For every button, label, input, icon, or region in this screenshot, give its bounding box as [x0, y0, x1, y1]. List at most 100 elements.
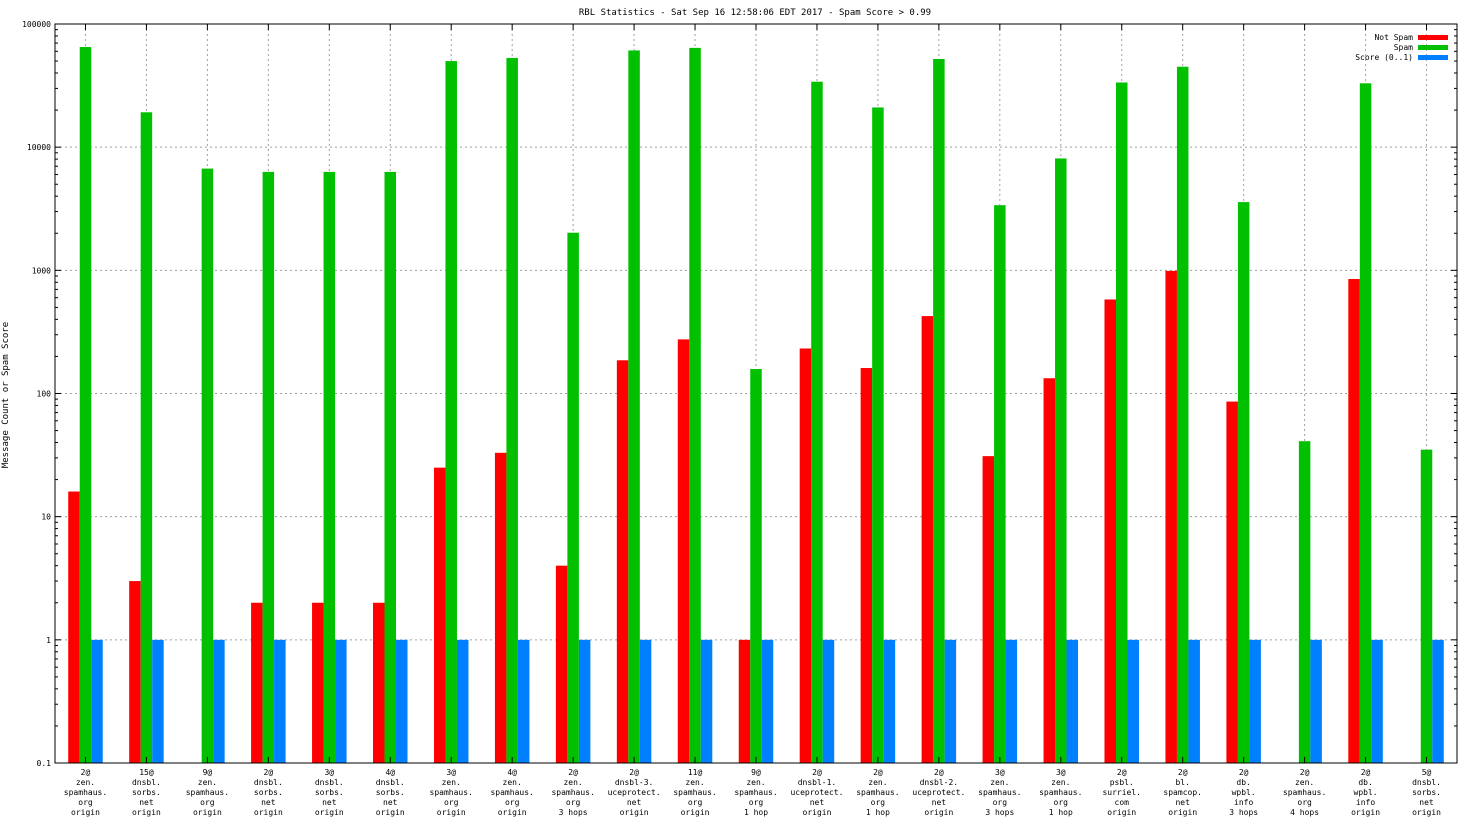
- x-tick-label-line: zen.: [1295, 778, 1314, 787]
- x-tick-label-line: org: [505, 798, 520, 807]
- x-tick-label-line: uceprotect.: [912, 788, 965, 797]
- x-tick-label-line: spamhaus.: [856, 788, 899, 797]
- bar-score-0-1: [1005, 639, 1018, 763]
- bar-score-0-1: [822, 639, 835, 763]
- bar-spam: [750, 369, 762, 763]
- x-tick-label-line: wpbl.: [1354, 788, 1378, 797]
- bar-score-0-1: [396, 639, 408, 763]
- bar-not-spam: [373, 602, 385, 763]
- bar-spam: [201, 168, 214, 764]
- x-tick-label-line: sorbs.: [254, 788, 283, 797]
- x-tick-label-line: 11@: [688, 768, 703, 777]
- x-tick-label-line: origin: [1168, 808, 1197, 817]
- x-tick-label-line: uceprotect.: [608, 788, 661, 797]
- y-tick-label: 10000: [27, 143, 51, 152]
- x-tick-label-line: 2@: [1178, 768, 1188, 777]
- legend-swatch: [1418, 35, 1448, 40]
- x-tick-label-line: spamhaus.: [1039, 788, 1082, 797]
- x-tick-label-line: 5@: [1422, 768, 1432, 777]
- x-tick-label-line: 3@: [324, 768, 334, 777]
- x-tick-label-line: 2@: [568, 768, 578, 777]
- x-tick-label-line: origin: [1107, 808, 1136, 817]
- x-tick-label-line: spamhaus.: [673, 788, 716, 797]
- x-tick-label-line: dnsbl-1.: [798, 778, 837, 787]
- x-tick-label-line: 2@: [264, 768, 274, 777]
- y-tick-label: 100: [37, 390, 52, 399]
- bar-not-spam: [251, 602, 263, 763]
- x-tick-label-line: net: [1419, 798, 1434, 807]
- bar-spam: [384, 171, 397, 763]
- bar-spam: [567, 232, 579, 763]
- x-tick-label-line: sorbs.: [376, 788, 405, 797]
- bars-layer: [68, 47, 1444, 764]
- x-tick-label-line: 2@: [873, 768, 883, 777]
- bar-score-0-1: [1066, 639, 1079, 763]
- x-tick-label-line: zen.: [442, 778, 461, 787]
- x-tick-label-line: org: [566, 798, 581, 807]
- plot-frame: [54, 23, 1458, 764]
- x-tick-label-line: sorbs.: [315, 788, 344, 797]
- bar-score-0-1: [274, 639, 286, 763]
- x-tick-label-line: 2@: [629, 768, 639, 777]
- bar-not-spam: [982, 456, 995, 763]
- x-tick-label-line: spamhaus.: [186, 788, 229, 797]
- x-tick-label-line: zen.: [76, 778, 95, 787]
- bar-score-0-1: [1432, 639, 1444, 763]
- x-tick-label-line: dnsbl.: [254, 778, 283, 787]
- bar-score-0-1: [335, 639, 347, 763]
- bar-not-spam: [1165, 270, 1177, 763]
- x-tick-label-line: origin: [376, 808, 405, 817]
- y-tick-label: 100000: [22, 20, 51, 29]
- bar-spam: [933, 58, 945, 763]
- x-tick-label-line: origin: [681, 808, 710, 817]
- bar-spam: [506, 57, 518, 763]
- x-tick-label-line: zen.: [563, 778, 582, 787]
- bar-not-spam: [677, 339, 690, 763]
- x-tick-label-line: origin: [193, 808, 222, 817]
- x-tick-label-line: psbl.: [1110, 778, 1134, 787]
- x-tick-label-line: 3@: [1056, 768, 1066, 777]
- legend-swatch: [1418, 55, 1448, 60]
- x-tick-label-line: spamhaus.: [490, 788, 533, 797]
- x-tick-label-line: 2@: [1300, 768, 1310, 777]
- x-tick-label-line: org: [200, 798, 215, 807]
- x-tick-label-line: origin: [315, 808, 344, 817]
- x-tick-label-line: 1 hop: [1049, 808, 1073, 817]
- x-tick-label-line: net: [139, 798, 154, 807]
- bar-score-0-1: [700, 639, 713, 763]
- bar-score-0-1: [883, 639, 896, 763]
- x-tick-label-line: 2@: [1361, 768, 1371, 777]
- x-tick-label-line: 1 hop: [744, 808, 768, 817]
- bar-spam: [628, 50, 640, 764]
- x-tick-label-line: spamhaus.: [978, 788, 1021, 797]
- bar-not-spam: [68, 491, 80, 763]
- bar-not-spam: [860, 368, 873, 763]
- bar-not-spam: [799, 348, 812, 763]
- bar-score-0-1: [578, 639, 591, 763]
- legend-label: Spam: [1394, 43, 1413, 52]
- x-tick-label-line: 4@: [507, 768, 517, 777]
- x-tick-label-line: origin: [803, 808, 832, 817]
- bar-spam: [689, 47, 701, 763]
- x-tick-label-line: origin: [437, 808, 466, 817]
- legend-label: Score (0..1): [1355, 53, 1413, 62]
- x-tick-label-line: 3 hops: [985, 808, 1014, 817]
- x-tick-label-line: zen.: [503, 778, 522, 787]
- x-tick-label-line: dnsbl.: [315, 778, 344, 787]
- bar-score-0-1: [761, 639, 774, 763]
- x-tick-label-line: org: [993, 798, 1008, 807]
- x-tick-label-line: 9@: [203, 768, 213, 777]
- x-tick-label-line: com: [1115, 798, 1130, 807]
- bar-spam: [1298, 441, 1311, 763]
- x-tick-label-line: 4@: [385, 768, 395, 777]
- legend-swatch: [1418, 45, 1448, 50]
